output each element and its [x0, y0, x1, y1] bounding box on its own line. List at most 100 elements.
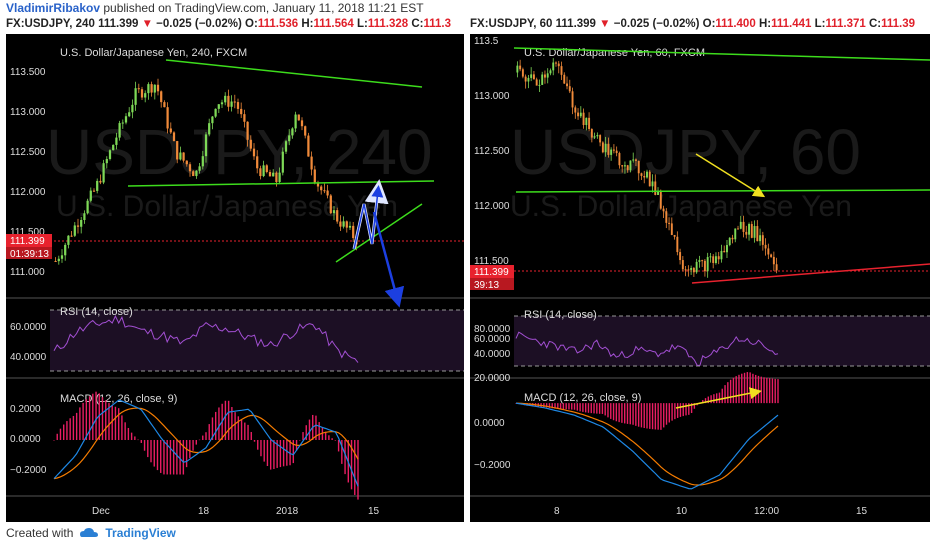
- histogram-bar: [612, 403, 615, 421]
- candle-body: [348, 225, 352, 228]
- candle-body: [54, 261, 57, 262]
- right-chart-panel[interactable]: USDJPY, 60 U.S. Dollar/Japanese Yen 113.…: [470, 34, 930, 522]
- candle-body: [615, 150, 618, 154]
- histogram-bar: [263, 440, 265, 462]
- histogram-bar: [140, 440, 143, 443]
- histogram-bar: [579, 403, 581, 412]
- candle-body: [246, 121, 249, 140]
- left-macd-label: MACD (12, 26, close, 9): [60, 393, 177, 405]
- publish-info: published on TradingView.com, January 11…: [100, 1, 424, 15]
- left-chart-svg[interactable]: USDJPY, 240 U.S. Dollar/Japanese Yen 113…: [6, 34, 464, 522]
- left-resistance-trendline[interactable]: [165, 59, 423, 88]
- right-rsi-line: [515, 331, 779, 366]
- histogram-bar: [727, 382, 729, 404]
- candle-body: [648, 171, 651, 187]
- right-candles: [516, 58, 778, 278]
- histogram-bar: [156, 440, 159, 471]
- candle-body: [714, 256, 717, 263]
- histogram-bar: [768, 378, 771, 404]
- left-change: −0.025 (−0.02%): [156, 18, 242, 30]
- candle-body: [67, 235, 70, 245]
- left-macd-tick: 0.0000: [10, 434, 41, 445]
- candle-body: [144, 93, 147, 98]
- author-link[interactable]: VladimirRibakov: [6, 1, 101, 15]
- candle-body: [227, 95, 230, 107]
- histogram-bar: [92, 393, 94, 440]
- right-red-support-trendline[interactable]: [691, 263, 930, 284]
- histogram-bar: [308, 419, 311, 440]
- right-last-price-tag: [470, 265, 514, 278]
- candle-body: [80, 220, 83, 227]
- histogram-bar: [557, 403, 559, 409]
- candle-body: [750, 224, 753, 238]
- candle-body: [566, 83, 568, 87]
- left-price-tick: 113.000: [10, 107, 46, 118]
- histogram-bar: [732, 377, 735, 404]
- histogram-bar: [713, 394, 715, 404]
- histogram-bar: [227, 400, 230, 440]
- histogram-bar: [663, 403, 665, 428]
- right-change: −0.025 (−0.02%): [613, 18, 700, 30]
- candle-body: [236, 102, 240, 109]
- candle-body: [316, 182, 320, 187]
- candle-body: [294, 114, 297, 129]
- candle-body: [552, 62, 555, 71]
- candle-body: [313, 169, 316, 183]
- candle-body: [339, 221, 342, 227]
- histogram-bar: [163, 440, 165, 475]
- candle-body: [524, 76, 527, 82]
- right-last-price: 111.399: [555, 18, 596, 30]
- candle-body: [590, 129, 593, 138]
- right-macd-signal-line: [515, 402, 779, 486]
- candle-body: [632, 159, 635, 161]
- histogram-bar: [79, 407, 81, 440]
- candle-body: [252, 148, 256, 157]
- right-chart-svg[interactable]: USDJPY, 60 U.S. Dollar/Japanese Yen 113.…: [470, 34, 930, 522]
- histogram-bar: [114, 406, 117, 440]
- candle-body: [198, 166, 201, 171]
- right-rsi-band: [514, 316, 930, 366]
- histogram-bar: [257, 440, 259, 450]
- candle-body: [635, 159, 637, 161]
- candle-body: [112, 144, 115, 151]
- left-symbol[interactable]: FX:USDJPY, 240: [6, 18, 95, 30]
- histogram-bar: [69, 418, 71, 440]
- histogram-bar: [771, 378, 774, 404]
- histogram-bar: [231, 407, 233, 440]
- histogram-bar: [704, 398, 707, 404]
- histogram-bar: [679, 403, 682, 417]
- histogram-bar: [721, 388, 723, 404]
- right-symbol-header: FX:USDJPY, 60 111.399 ▼ −0.025 (−0.02%) …: [470, 18, 930, 30]
- left-chart-panel[interactable]: USDJPY, 240 U.S. Dollar/Japanese Yen 113…: [6, 34, 464, 522]
- candle-body: [211, 116, 214, 124]
- candle-body: [623, 165, 626, 167]
- right-symbol[interactable]: FX:USDJPY, 60: [470, 18, 553, 30]
- candle-body: [147, 84, 150, 94]
- right-open-label: O:: [702, 18, 716, 30]
- histogram-bar: [350, 440, 353, 490]
- histogram-bar: [690, 403, 693, 414]
- candle-body: [272, 172, 275, 177]
- candle-body: [651, 181, 654, 187]
- histogram-bar: [559, 403, 562, 410]
- histogram-bar: [715, 393, 718, 404]
- candle-body: [549, 70, 552, 74]
- candle-body: [153, 84, 156, 93]
- candle-body: [259, 168, 262, 177]
- candle-body: [770, 254, 773, 257]
- histogram-bar: [755, 374, 757, 404]
- right-resistance-trendline[interactable]: [513, 47, 930, 61]
- histogram-bar: [282, 440, 285, 467]
- right-support-trendline[interactable]: [515, 189, 930, 193]
- tradingview-brand-link[interactable]: TradingView: [105, 526, 176, 540]
- histogram-bar: [134, 436, 136, 440]
- histogram-bar: [607, 403, 609, 418]
- candle-body: [670, 223, 673, 235]
- candle-body: [278, 172, 281, 183]
- candle-body: [89, 190, 92, 201]
- candle-body: [665, 211, 668, 223]
- candle-body: [140, 89, 144, 98]
- histogram-bar: [153, 440, 155, 467]
- histogram-bar: [234, 412, 236, 440]
- tradingview-cloud-icon: [80, 528, 99, 537]
